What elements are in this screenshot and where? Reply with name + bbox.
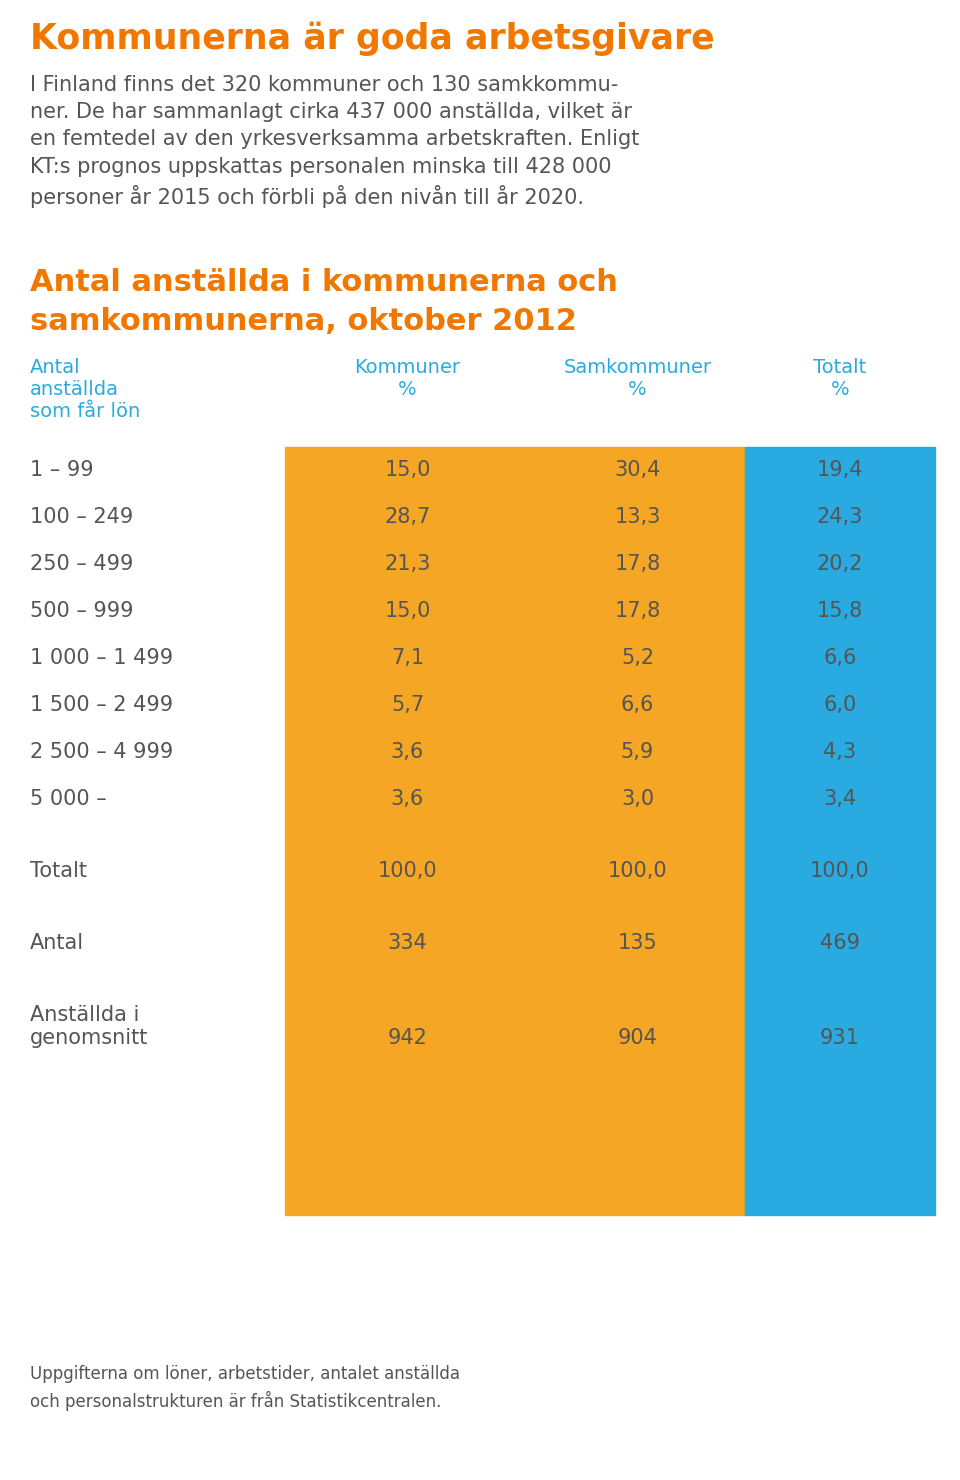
- Text: 17,8: 17,8: [614, 554, 660, 574]
- Text: Kommuner: Kommuner: [354, 358, 461, 377]
- Text: 3,0: 3,0: [621, 789, 654, 810]
- Text: 6,6: 6,6: [621, 696, 654, 715]
- Bar: [285, 447, 745, 1215]
- Text: 334: 334: [388, 932, 427, 953]
- Text: 100,0: 100,0: [810, 861, 870, 881]
- Text: Totalt: Totalt: [813, 358, 867, 377]
- Text: 3,6: 3,6: [391, 741, 424, 762]
- Text: 15,0: 15,0: [384, 601, 431, 622]
- Text: genomsnitt: genomsnitt: [30, 1029, 149, 1048]
- Text: 135: 135: [617, 932, 658, 953]
- Text: 15,0: 15,0: [384, 460, 431, 480]
- Text: 6,0: 6,0: [824, 696, 856, 715]
- Text: 21,3: 21,3: [384, 554, 431, 574]
- Text: Kommunerna är goda arbetsgivare: Kommunerna är goda arbetsgivare: [30, 22, 714, 56]
- Text: 904: 904: [617, 1029, 658, 1048]
- Text: Antal: Antal: [30, 358, 81, 377]
- Text: 3,4: 3,4: [824, 789, 856, 810]
- Text: 5,2: 5,2: [621, 648, 654, 667]
- Text: 100 – 249: 100 – 249: [30, 508, 133, 527]
- Text: 17,8: 17,8: [614, 601, 660, 622]
- Text: %: %: [628, 380, 647, 400]
- Text: 5 000 –: 5 000 –: [30, 789, 107, 810]
- Text: 5,7: 5,7: [391, 696, 424, 715]
- Text: 15,8: 15,8: [817, 601, 863, 622]
- Text: 24,3: 24,3: [817, 508, 863, 527]
- Text: 20,2: 20,2: [817, 554, 863, 574]
- Text: 1 500 – 2 499: 1 500 – 2 499: [30, 696, 173, 715]
- Text: 931: 931: [820, 1029, 860, 1048]
- Text: 19,4: 19,4: [817, 460, 863, 480]
- Text: 100,0: 100,0: [608, 861, 667, 881]
- Text: 30,4: 30,4: [614, 460, 660, 480]
- Text: 28,7: 28,7: [384, 508, 431, 527]
- Text: Totalt: Totalt: [30, 861, 87, 881]
- Text: 5,9: 5,9: [621, 741, 654, 762]
- Text: Uppgifterna om löner, arbetstider, antalet anställda
och personalstrukturen är f: Uppgifterna om löner, arbetstider, antal…: [30, 1365, 460, 1410]
- Text: 469: 469: [820, 932, 860, 953]
- Text: samkommunerna, oktober 2012: samkommunerna, oktober 2012: [30, 306, 577, 336]
- Text: 100,0: 100,0: [377, 861, 438, 881]
- Text: 4,3: 4,3: [824, 741, 856, 762]
- Text: Samkommuner: Samkommuner: [564, 358, 711, 377]
- Text: 2 500 – 4 999: 2 500 – 4 999: [30, 741, 173, 762]
- Text: 942: 942: [388, 1029, 427, 1048]
- Text: Anställda i: Anställda i: [30, 1005, 139, 1026]
- Text: I Finland finns det 320 kommuner och 130 samkkommu-
ner. De har sammanlagt cirka: I Finland finns det 320 kommuner och 130…: [30, 75, 639, 209]
- Text: 13,3: 13,3: [614, 508, 660, 527]
- Text: som får lön: som får lön: [30, 403, 140, 420]
- Text: Antal: Antal: [30, 932, 84, 953]
- Text: 250 – 499: 250 – 499: [30, 554, 133, 574]
- Text: 3,6: 3,6: [391, 789, 424, 810]
- Text: Antal anställda i kommunerna och: Antal anställda i kommunerna och: [30, 268, 618, 297]
- Text: %: %: [398, 380, 417, 400]
- Text: 1 000 – 1 499: 1 000 – 1 499: [30, 648, 173, 667]
- Text: anställda: anställda: [30, 380, 119, 400]
- Text: 7,1: 7,1: [391, 648, 424, 667]
- Bar: [745, 447, 935, 1215]
- Text: 1 – 99: 1 – 99: [30, 460, 94, 480]
- Text: 500 – 999: 500 – 999: [30, 601, 133, 622]
- Text: %: %: [830, 380, 850, 400]
- Text: 6,6: 6,6: [824, 648, 856, 667]
